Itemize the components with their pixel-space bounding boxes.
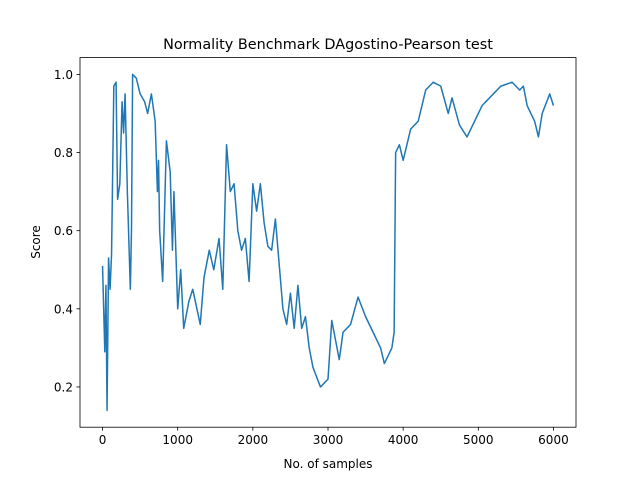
x-tick-label: 5000 [463,433,494,447]
line-series [101,73,555,412]
y-tick-label: 0.4 [54,302,73,316]
x-tick-label: 6000 [538,433,569,447]
x-tick-label: 2000 [238,433,269,447]
x-tick-label: 0 [99,433,107,447]
x-tick-label: 1000 [162,433,193,447]
y-tick-label: 0.2 [54,380,73,394]
y-tick-label: 1.0 [54,68,73,82]
chart-title: Normality Benchmark DAgostino-Pearson te… [163,37,493,53]
x-tick-label: 3000 [313,433,344,447]
x-tick-label: 4000 [388,433,419,447]
axes-frame [79,57,577,428]
x-axis-label: No. of samples [284,457,373,471]
y-axis-label: Score [29,225,43,259]
y-tick-label: 0.8 [54,146,73,160]
y-tick-label: 0.6 [54,224,73,238]
